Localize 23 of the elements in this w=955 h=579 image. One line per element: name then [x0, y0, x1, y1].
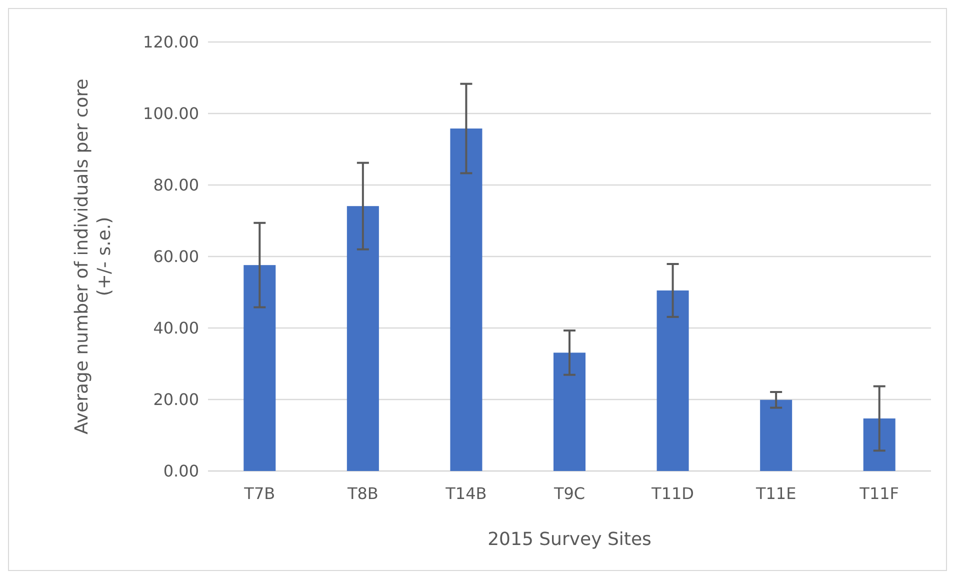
y-axis-title: Average number of individuals per core (+/- s.e.) [72, 78, 116, 434]
y-tick-label: 120.00 [143, 32, 199, 52]
x-tick-label: T8B [346, 484, 378, 503]
x-axis-title: 2015 Survey Sites [488, 529, 652, 550]
x-tick-label: T11E [754, 484, 796, 503]
x-tick-label: T11D [650, 484, 694, 503]
y-tick-label: 20.00 [153, 390, 199, 410]
bar [760, 400, 792, 471]
bar [863, 418, 896, 471]
x-tick-label: T14B [444, 484, 487, 503]
y-tick-label: 0.00 [163, 462, 199, 481]
y-tick-label: 60.00 [153, 247, 199, 266]
bar [553, 352, 586, 471]
x-tick-label: T9C [552, 484, 586, 503]
y-tick-label: 100.00 [143, 104, 199, 124]
bar [244, 265, 276, 471]
x-tick-label: T11F [858, 484, 900, 503]
y-tick-label: 40.00 [153, 318, 199, 338]
bar [656, 290, 689, 471]
bar [450, 128, 482, 471]
y-tick-label: 80.00 [153, 176, 199, 195]
bar [346, 206, 379, 471]
x-tick-label: T7B [243, 484, 276, 503]
